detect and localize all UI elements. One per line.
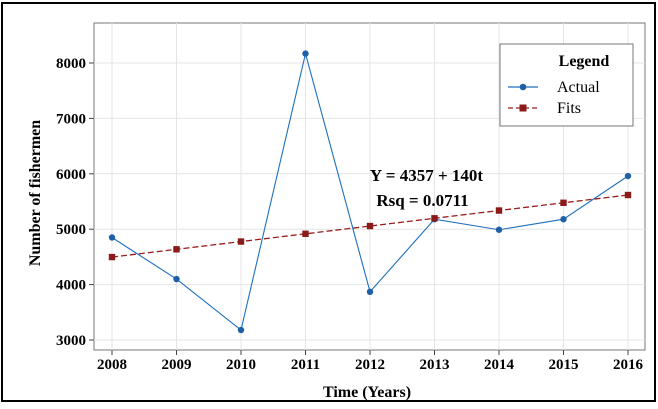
series-fits-point [366,222,374,230]
series-fits-point [108,253,116,261]
y-tick-label: 8000 [56,56,86,72]
y-axis-title: Number of fishermen [27,120,44,266]
y-tick-label: 7000 [56,111,86,127]
x-tick-label: 2015 [549,357,579,373]
r-squared-label: Rsq = 0.0711 [376,191,468,210]
series-fits-point [173,246,180,253]
series-fits-point [302,230,309,237]
legend-title: Legend [559,53,610,70]
legend-entry-actual: Actual [557,79,600,96]
axis-ticks: 2008 2009 2010 2011 2012 2013 2014 2015 2016 3000… [56,56,644,373]
x-tick-label: 2010 [226,357,256,373]
x-axis-title: Time (Years) [323,384,411,401]
x-tick-label: 2008 [97,357,127,373]
x-tick-label: 2013 [420,357,450,373]
series-fits-point [624,191,632,199]
y-tick-label: 6000 [56,167,86,183]
series-fits-point [237,238,245,245]
x-tick-label: 2012 [355,357,385,373]
x-tick-label: 2009 [162,357,192,373]
series-actual-point [302,50,309,57]
y-tick-label: 5000 [56,222,86,238]
series-actual-point [108,234,116,241]
series-actual-point [624,172,632,180]
legend: Legend Actual Fits [499,43,634,127]
series-actual-point [495,226,503,233]
y-tick-label: 4000 [56,278,86,294]
legend-entry-fits: Fits [557,100,581,117]
x-tick-label: 2016 [613,357,644,373]
series-actual-point [173,275,180,283]
x-tick-label: 2014 [484,357,515,373]
figure-frame [1,2,656,402]
y-tick-label: 3000 [56,333,86,349]
series-actual-point [560,216,567,223]
series-fits-line [111,194,629,258]
regression-equation: Y = 4357 + 140t [370,166,484,185]
series-actual-point [237,326,245,334]
x-tick-label: 2011 [291,357,320,373]
series-fits-point [495,207,503,214]
series-fits-point [431,215,438,222]
series-actual-point [366,288,374,296]
legend-actual-marker [519,83,527,91]
series-layer [108,50,632,334]
series-fits-point [560,199,567,206]
legend-fits-marker [519,104,527,112]
